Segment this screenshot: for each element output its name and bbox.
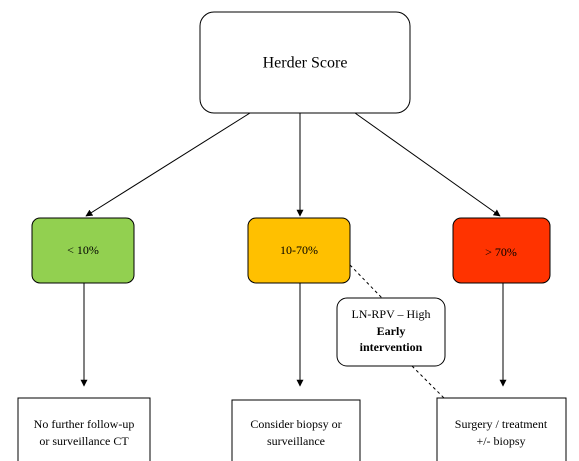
mid-box	[247, 217, 351, 284]
node-label: Consider biopsy or	[250, 417, 341, 431]
root-box	[199, 11, 411, 114]
arrow	[85, 112, 251, 217]
dashed-link	[349, 264, 383, 299]
node-label: Herder Score	[263, 55, 348, 72]
node-label: Early	[377, 324, 406, 338]
arrow	[354, 112, 501, 217]
node-label: No further follow-up	[34, 417, 135, 431]
node-label: < 10%	[67, 243, 99, 257]
node-label: > 70%	[485, 245, 517, 259]
outcome-box	[17, 397, 151, 461]
node-label: 10-70%	[280, 243, 318, 257]
outcome-box	[231, 399, 361, 461]
node-label: LN-RPV – High	[351, 307, 430, 321]
node-label: +/- biopsy	[476, 434, 525, 448]
node-label: intervention	[360, 340, 423, 354]
high-box	[452, 217, 551, 284]
note-box	[336, 297, 446, 367]
outcome-box	[436, 397, 567, 461]
dashed-link	[411, 365, 445, 399]
node-label: Surgery / treatment	[455, 417, 548, 431]
node-label: surveillance	[267, 434, 325, 448]
low-box	[31, 217, 135, 284]
node-label: or surveillance CT	[39, 434, 129, 448]
